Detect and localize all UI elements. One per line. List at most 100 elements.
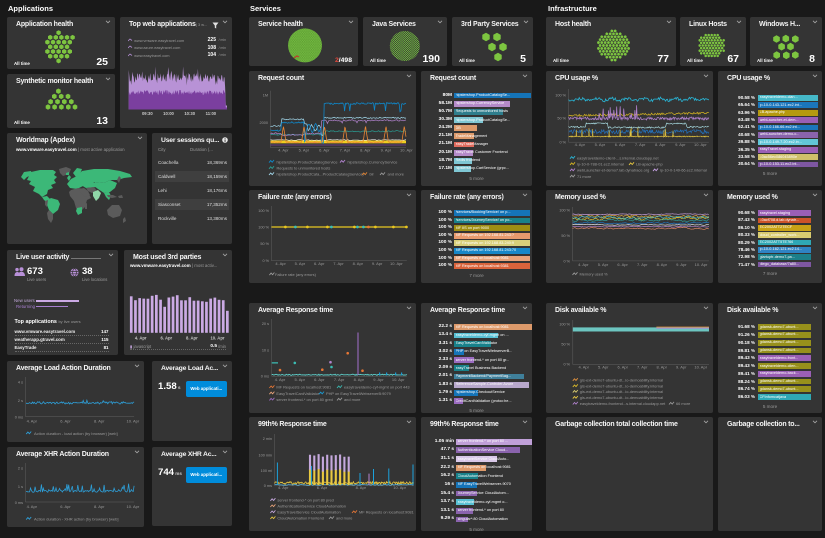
svg-text:100 %: 100 %	[555, 94, 566, 98]
svg-text:gls-ext-demo7-ubuntu-dt...io-d: gls-ext-demo7-ubuntu-dt...io-demoability…	[580, 395, 663, 400]
svg-text:6. Apr: 6. Apr	[314, 377, 325, 382]
svg-text:0 %: 0 %	[262, 259, 269, 263]
svg-text:PHP on EasyTravelWebserverB:90: PHP on EasyTravelWebserverB:9079	[326, 391, 391, 396]
svg-text:5. Apr: 5. Apr	[294, 377, 305, 382]
svg-text:5. Apr: 5. Apr	[295, 261, 306, 266]
svg-text:gls-ext-demo7-ubuntu-dt...io-d: gls-ext-demo7-ubuntu-dt...io-demoability…	[580, 384, 663, 389]
svg-text:Requests to unmonitored hosts: Requests to unmonitored hosts	[277, 166, 331, 171]
svg-text:10. Apr: 10. Apr	[127, 418, 140, 423]
svg-text:4. Apr: 4. Apr	[575, 142, 586, 147]
svg-text:6. Apr: 6. Apr	[314, 261, 325, 266]
svg-text:6. Apr: 6. Apr	[617, 262, 628, 267]
svg-text:6. Apr: 6. Apr	[60, 504, 71, 509]
svg-text:2 s: 2 s	[18, 466, 23, 470]
svg-text:7. Apr: 7. Apr	[340, 148, 351, 153]
svg-text:7. Apr: 7. Apr	[334, 377, 345, 382]
svg-text:8. Apr: 8. Apr	[94, 418, 105, 423]
svg-text:5. Apr: 5. Apr	[598, 262, 609, 267]
svg-text:8. Apr: 8. Apr	[356, 485, 367, 490]
svg-text:and more: and more	[344, 397, 360, 402]
svg-text:4. Apr: 4. Apr	[27, 504, 38, 509]
svg-text:10. Apr: 10. Apr	[390, 261, 403, 266]
svg-text:easytraveldemo-client-...s.int: easytraveldemo-client-...s.internal.clou…	[577, 155, 659, 160]
svg-text:Failure rate (any errors): Failure rate (any errors)	[275, 272, 317, 277]
svg-text:2 s: 2 s	[18, 399, 23, 403]
svg-text:easytraveldemo-frontend...s.in: easytraveldemo-frontend...s.internal.clo…	[580, 401, 666, 406]
svg-text:and more: and more	[388, 172, 404, 177]
svg-text:11:00: 11:00	[206, 111, 217, 116]
svg-text:9. Apr: 9. Apr	[381, 148, 392, 153]
svg-text:4. Apr: 4. Apr	[275, 261, 286, 266]
svg-text:EasyTravelCardValidator: EasyTravelCardValidator	[276, 391, 320, 396]
svg-text:and more: and more	[336, 516, 352, 521]
svg-text:MF Requests on localhost:9081: MF Requests on localhost:9081	[359, 510, 414, 515]
svg-text:4 s: 4 s	[18, 380, 23, 384]
svg-text:100 %: 100 %	[258, 209, 269, 213]
svg-text:10. Apr: 10. Apr	[127, 504, 140, 509]
svg-text:0 %: 0 %	[559, 140, 566, 144]
svg-text:10. Apr: 10. Apr	[400, 148, 413, 153]
svg-text:hipstershop.ProductCatalogServ: hipstershop.ProductCatalogService	[277, 159, 338, 164]
svg-text:50 %: 50 %	[561, 342, 570, 346]
svg-text:8. Apr: 8. Apr	[655, 142, 666, 147]
svg-text:10. Apr: 10. Apr	[392, 377, 405, 382]
svg-text:6. Apr: 6. Apr	[319, 148, 330, 153]
svg-text:8. Apr: 8. Apr	[94, 504, 105, 509]
svg-text:hipstershop.CurrencyService: hipstershop.CurrencyService	[348, 159, 398, 164]
svg-text:gls-ext-demo7-ubuntu-dt...io-d: gls-ext-demo7-ubuntu-dt...io-demoability…	[580, 389, 663, 394]
svg-text:5. Apr: 5. Apr	[598, 365, 609, 370]
svg-text:1 s: 1 s	[18, 485, 23, 489]
svg-text:0 ms: 0 ms	[15, 416, 23, 420]
svg-text:8. Apr: 8. Apr	[354, 377, 365, 382]
svg-text:9. Apr: 9. Apr	[372, 261, 383, 266]
svg-text:CloudAutomation Frontend: CloudAutomation Frontend	[277, 516, 324, 521]
svg-text:0 ms: 0 ms	[15, 501, 23, 505]
svg-text:6. Apr: 6. Apr	[617, 365, 628, 370]
svg-text:0 %: 0 %	[563, 260, 570, 264]
svg-text:6. Apr: 6. Apr	[317, 485, 328, 490]
svg-text:4. Apr: 4. Apr	[27, 418, 38, 423]
svg-text:Action duration - load action: Action duration - load action (by browse…	[34, 431, 118, 436]
svg-text:hipstershop.ProductCata...Prod: hipstershop.ProductCata...ProductCatalog…	[277, 172, 365, 177]
svg-text:50 %: 50 %	[260, 242, 269, 246]
svg-text:5. Apr: 5. Apr	[595, 142, 606, 147]
svg-text:Action duration - XHR action (: Action duration - XHR action (by browser…	[34, 516, 118, 521]
svg-text:100 %: 100 %	[258, 226, 269, 230]
svg-text:Memory used %: Memory used %	[580, 272, 609, 277]
svg-text:7. Apr: 7. Apr	[637, 365, 648, 370]
svg-text:50 %: 50 %	[557, 117, 566, 121]
svg-text:1M: 1M	[263, 94, 268, 98]
svg-text:6. Apr: 6. Apr	[60, 418, 71, 423]
svg-text:9. Apr: 9. Apr	[676, 365, 687, 370]
svg-text:LB-apache-php: LB-apache-php	[636, 162, 663, 167]
svg-text:09:30: 09:30	[142, 111, 153, 116]
svg-text:6. Apr: 6. Apr	[160, 336, 172, 341]
svg-text:100 %: 100 %	[559, 322, 570, 326]
svg-text:4. Apr: 4. Apr	[278, 148, 289, 153]
svg-text:EasyTravelService CloudAutomat: EasyTravelService CloudAutomation	[277, 510, 340, 515]
svg-text:10. Apr: 10. Apr	[694, 365, 707, 370]
svg-text:100 %: 100 %	[559, 209, 570, 213]
svg-text:ip-10-0-149-66.ec2.internal: ip-10-0-149-66.ec2.internal	[660, 168, 707, 173]
svg-text:2 min: 2 min	[263, 437, 272, 441]
svg-text:6. Apr: 6. Apr	[615, 142, 626, 147]
svg-text:AuthenticationService CloudAut: AuthenticationService CloudAutomation	[277, 504, 346, 509]
svg-text:66 more: 66 more	[676, 401, 690, 406]
svg-text:4. Apr: 4. Apr	[275, 377, 286, 382]
svg-text:8. Apr: 8. Apr	[656, 365, 667, 370]
svg-text:20 s: 20 s	[262, 322, 269, 326]
svg-text:8. Apr: 8. Apr	[657, 262, 668, 267]
svg-text:server frontend-* on port 80 p: server frontend-* on port 80 pred	[277, 497, 333, 502]
svg-text:9. Apr: 9. Apr	[373, 377, 384, 382]
svg-text:7. Apr: 7. Apr	[333, 261, 344, 266]
svg-text:gls-ext-demo7-ubuntu-dt...io-d: gls-ext-demo7-ubuntu-dt...io-demoability…	[580, 377, 663, 382]
svg-text:8. Apr: 8. Apr	[186, 336, 198, 341]
svg-text:server frontend-* on port 80 g: server frontend-* on port 80 gred	[276, 397, 332, 402]
svg-text:10. Apr: 10. Apr	[210, 336, 224, 341]
svg-text:50 %: 50 %	[561, 234, 570, 238]
svg-text:4. Apr: 4. Apr	[578, 365, 589, 370]
svg-text:10. Apr: 10. Apr	[694, 142, 707, 147]
svg-text:0 ms: 0 ms	[261, 374, 269, 378]
svg-text:webLauncher-et-demo7.lab.dynat: webLauncher-et-demo7.lab.dynatrace.org	[577, 168, 649, 173]
svg-text:10. Apr: 10. Apr	[695, 262, 708, 267]
